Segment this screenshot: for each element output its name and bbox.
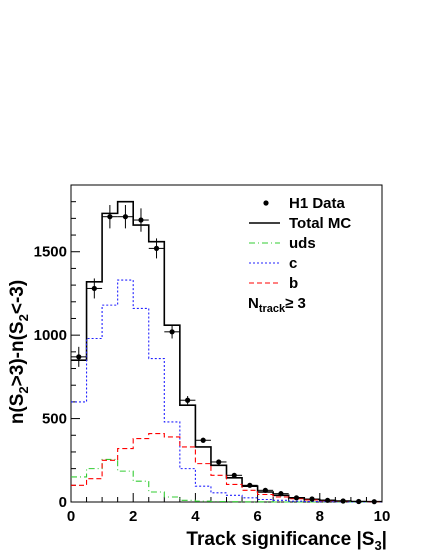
series-uds	[71, 458, 382, 503]
data-point	[293, 495, 300, 501]
legend-label: c	[289, 255, 297, 272]
legend-label: b	[289, 275, 298, 292]
y-tick-label: 500	[42, 411, 67, 428]
ntrack-annotation: Ntrack≥ 3	[248, 295, 306, 315]
legend-label: H1 Data	[289, 195, 346, 212]
data-point	[122, 214, 129, 220]
y-tick-label: 1500	[34, 244, 67, 261]
data-point	[309, 496, 315, 502]
x-tick-label: 10	[374, 508, 391, 525]
series-b	[71, 433, 382, 503]
data-point	[216, 459, 222, 465]
x-tick-label: 0	[67, 508, 75, 525]
data-point	[185, 397, 191, 403]
data-point	[262, 487, 268, 493]
x-tick-label: 6	[253, 508, 261, 525]
legend-label: uds	[289, 235, 316, 252]
data-point	[278, 491, 284, 497]
series-c	[71, 279, 382, 503]
data-point	[200, 437, 206, 443]
data-point	[247, 482, 253, 488]
legend-label: Total MC	[289, 215, 351, 232]
y-tick-label: 0	[59, 494, 67, 511]
x-tick-label: 4	[191, 508, 200, 525]
data-point	[340, 498, 346, 504]
data-point	[76, 354, 82, 360]
data-point	[138, 217, 144, 223]
x-axis-title: Track significance |S3|	[186, 529, 387, 553]
data-point	[356, 498, 362, 505]
data-point	[107, 214, 113, 220]
y-tick-label: 1000	[34, 327, 67, 344]
data-point	[153, 245, 160, 251]
x-tick-label: 2	[129, 508, 137, 525]
data-point	[324, 497, 331, 503]
y-axis-title: n(S2>3)-n(S2<-3)	[7, 280, 31, 424]
series-layer	[71, 200, 382, 505]
plot-frame	[70, 184, 383, 503]
legend: H1 Data Total MC uds cb	[249, 195, 351, 292]
data-point	[91, 285, 97, 292]
axes: 0 2 4 6 8 10 0 500 1000 1500	[34, 201, 391, 525]
data-point	[231, 472, 237, 478]
legend-marker	[263, 200, 269, 206]
data-point	[371, 499, 377, 505]
data-point	[169, 329, 175, 335]
x-tick-label: 8	[316, 508, 324, 525]
